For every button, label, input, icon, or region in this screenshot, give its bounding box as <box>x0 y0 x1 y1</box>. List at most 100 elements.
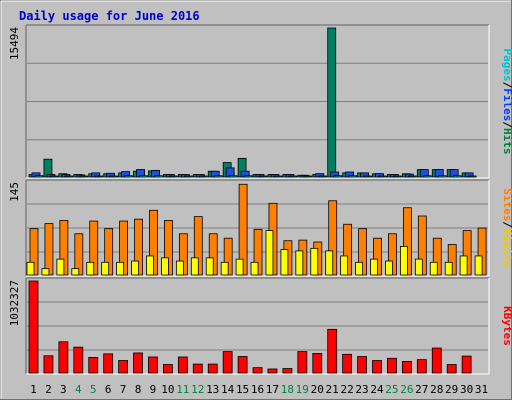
bar-visits-day-30 <box>459 255 468 276</box>
x-tick-label-13: 13 <box>206 383 219 396</box>
x-tick-label-24: 24 <box>370 383 384 396</box>
panel-visits: 145 Sites/Visits <box>8 179 512 277</box>
bar-pages-day-2 <box>49 175 59 178</box>
bar-visits-day-11 <box>175 260 184 276</box>
bar-visits-day-20 <box>310 247 319 276</box>
x-tick-label-10: 10 <box>161 383 174 396</box>
bar-kbytes-day-5 <box>88 357 99 374</box>
x-tick-label-3: 3 <box>60 383 67 396</box>
legend-files: Files <box>501 88 512 121</box>
bar-visits-day-24 <box>370 258 378 276</box>
bar-pages-day-25 <box>393 175 402 178</box>
bar-kbytes-day-27 <box>416 359 427 374</box>
bar-kbytes-day-21 <box>327 328 338 374</box>
x-tick-label-4: 4 <box>75 383 82 396</box>
bar-pages-day-7 <box>124 175 134 178</box>
bar-visits-day-2 <box>41 268 50 276</box>
bar-hits-day-21 <box>327 27 337 178</box>
bar-kbytes-day-10 <box>163 364 173 374</box>
x-tick-label-16: 16 <box>251 383 264 396</box>
bar-pages-day-8 <box>139 175 148 178</box>
bar-visits-day-5 <box>86 261 95 276</box>
bar-pages-day-14 <box>228 175 238 178</box>
x-tick-label-1: 1 <box>30 383 37 396</box>
bar-visits-day-12 <box>190 257 199 276</box>
bar-pages-day-23 <box>363 175 372 178</box>
bar-pages-day-4 <box>79 175 89 178</box>
bar-visits-day-18 <box>280 249 289 276</box>
bar-visits-day-7 <box>116 261 125 276</box>
bar-visits-day-17 <box>265 230 274 276</box>
bar-pages-day-12 <box>198 175 208 178</box>
bar-visits-day-10 <box>161 257 169 276</box>
legend-kbytes: KBytes <box>501 306 512 346</box>
bar-visits-day-3 <box>56 258 65 276</box>
bar-pages-day-10 <box>169 175 178 178</box>
panel-visits-bars <box>26 183 487 276</box>
bar-kbytes-day-4 <box>73 346 84 374</box>
bar-kbytes-day-12 <box>192 363 203 374</box>
panel-kbytes: 1032327 KBytes <box>8 277 512 375</box>
x-tick-label-5: 5 <box>90 383 97 396</box>
x-tick-label-25: 25 <box>385 383 398 396</box>
legend-visits: Visits <box>501 228 512 268</box>
bar-pages-day-24 <box>378 175 387 178</box>
bar-visits-day-19 <box>295 250 304 276</box>
bar-kbytes-day-30 <box>461 355 472 374</box>
bar-kbytes-day-19 <box>297 351 308 374</box>
bar-pages-day-9 <box>154 175 163 178</box>
panel-kbytes-legend: KBytes <box>501 306 512 346</box>
panel-visits-legend: Sites/Visits <box>501 188 512 268</box>
bar-pages-day-1 <box>34 175 44 178</box>
x-tick-label-28: 28 <box>430 383 443 396</box>
bar-visits-day-27 <box>414 258 423 276</box>
bar-pages-day-16 <box>258 175 268 178</box>
bar-sites-day-2 <box>44 223 54 276</box>
legend-separator: / <box>501 121 512 128</box>
x-tick-label-20: 20 <box>311 383 324 396</box>
bar-visits-day-21 <box>325 250 334 276</box>
bar-pages-day-27 <box>422 175 432 178</box>
bar-kbytes-day-20 <box>312 352 323 374</box>
x-tick-label-21: 21 <box>326 383 339 396</box>
x-tick-label-2: 2 <box>45 383 52 396</box>
bar-pages-day-18 <box>288 175 298 178</box>
bar-pages-day-11 <box>183 175 193 178</box>
x-tick-label-7: 7 <box>120 383 127 396</box>
panel-kbytes-bars <box>28 280 472 374</box>
bar-visits-day-22 <box>340 255 349 276</box>
bar-kbytes-day-17 <box>267 368 278 374</box>
bar-pages-day-26 <box>407 175 417 178</box>
x-tick-label-15: 15 <box>236 383 249 396</box>
bar-kbytes-day-18 <box>282 368 293 374</box>
legend-pages: Pages <box>501 49 512 82</box>
x-tick-label-17: 17 <box>266 383 279 396</box>
bar-pages-day-13 <box>213 175 223 178</box>
bar-visits-day-16 <box>250 261 259 276</box>
bar-pages-day-3 <box>64 175 74 178</box>
bar-pages-day-22 <box>348 175 358 178</box>
x-tick-label-18: 18 <box>281 383 294 396</box>
bar-visits-day-8 <box>131 260 139 276</box>
bar-pages-day-20 <box>318 175 328 178</box>
panel-hits-max-label: 15494 <box>8 27 21 60</box>
bar-kbytes-day-1 <box>28 280 39 374</box>
x-tick-label-27: 27 <box>415 383 428 396</box>
bar-kbytes-day-16 <box>252 367 263 374</box>
bar-visits-day-9 <box>146 255 154 276</box>
panel-hits-legend: Pages/Files/Hits <box>501 49 512 155</box>
bar-pages-day-19 <box>303 175 313 178</box>
bar-visits-day-4 <box>71 268 80 276</box>
legend-hits: Hits <box>501 128 512 155</box>
x-tick-label-11: 11 <box>176 383 189 396</box>
panel-visits-max-label: 145 <box>8 182 21 202</box>
bar-pages-day-30 <box>467 175 477 178</box>
bar-visits-day-6 <box>101 261 110 276</box>
x-tick-label-8: 8 <box>135 383 142 396</box>
x-tick-label-31: 31 <box>475 383 488 396</box>
bar-kbytes-day-25 <box>387 357 397 374</box>
bar-kbytes-day-3 <box>58 341 69 374</box>
